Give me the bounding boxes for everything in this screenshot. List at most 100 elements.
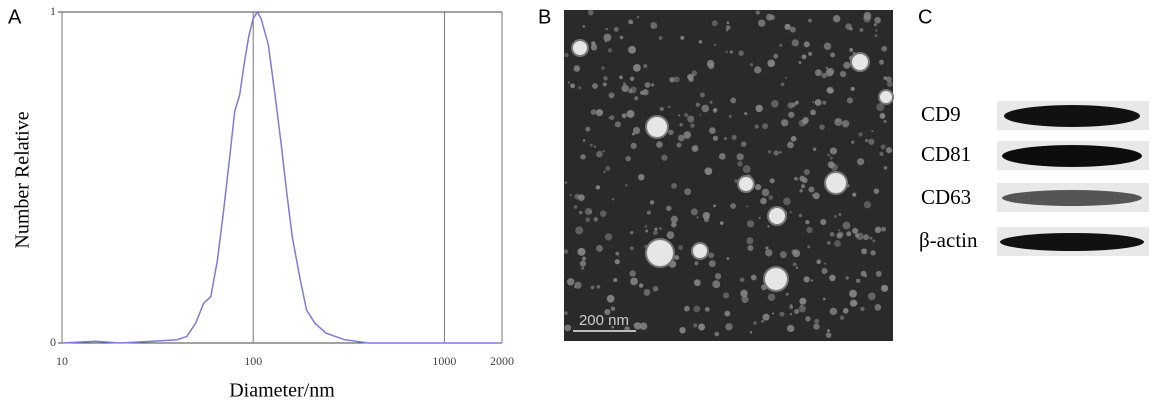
particle	[810, 279, 814, 282]
particle	[794, 100, 799, 105]
particle	[701, 104, 710, 113]
particle	[724, 310, 731, 317]
particle	[746, 205, 749, 208]
particle	[761, 319, 765, 323]
particle	[638, 173, 645, 181]
particle	[823, 42, 832, 50]
particle	[670, 215, 679, 223]
particle	[654, 227, 658, 231]
particle	[812, 101, 815, 104]
particle	[750, 274, 757, 281]
particle	[820, 219, 827, 226]
particle	[679, 327, 686, 334]
particle	[886, 147, 893, 154]
particle	[628, 88, 633, 94]
particle	[783, 197, 791, 206]
particle	[596, 284, 601, 289]
particle	[588, 209, 593, 214]
particle	[659, 106, 664, 111]
band	[1002, 190, 1142, 206]
particle	[768, 195, 774, 200]
band	[1004, 105, 1140, 127]
particle	[829, 147, 838, 155]
particle	[680, 35, 685, 40]
particle	[610, 306, 616, 311]
scale-bar-label: 200 nm	[579, 312, 629, 329]
particle	[671, 221, 677, 228]
particle	[755, 10, 760, 15]
particle	[611, 197, 615, 201]
particle	[741, 295, 749, 303]
particle	[574, 281, 582, 289]
particle	[709, 127, 716, 134]
particle	[869, 236, 873, 240]
particle	[853, 301, 858, 306]
particle	[690, 123, 695, 128]
particle	[747, 245, 754, 252]
particle	[830, 163, 838, 171]
particle	[744, 112, 748, 116]
particle	[596, 150, 603, 158]
particle	[711, 20, 718, 27]
particle	[581, 266, 585, 270]
particle	[787, 324, 795, 333]
particle	[592, 83, 598, 89]
particle	[606, 294, 615, 303]
particle	[709, 100, 713, 104]
particle	[650, 22, 658, 30]
particle	[802, 117, 809, 124]
particle	[885, 76, 892, 83]
particle	[738, 50, 744, 56]
particle	[636, 15, 640, 19]
particle	[874, 34, 878, 38]
particle	[603, 33, 612, 42]
vesicle	[571, 39, 589, 57]
particle	[679, 123, 683, 127]
particle	[621, 84, 629, 92]
particle	[632, 126, 641, 135]
particle	[816, 259, 821, 265]
particle	[780, 82, 785, 87]
particle	[781, 119, 789, 127]
particle	[619, 75, 623, 80]
particle	[821, 267, 828, 275]
particle	[849, 26, 853, 31]
particle	[857, 158, 865, 166]
particle	[719, 221, 724, 225]
particle	[630, 277, 638, 286]
particle	[805, 220, 810, 225]
particle	[822, 100, 827, 105]
micrograph	[563, 9, 894, 341]
particle	[834, 118, 843, 126]
panel-label: B	[538, 6, 551, 28]
particle	[573, 205, 578, 209]
particle	[698, 40, 703, 44]
particle	[760, 197, 767, 205]
line	[61, 10, 502, 344]
particle	[882, 286, 886, 290]
particle	[808, 18, 812, 23]
particle	[826, 87, 833, 94]
particle	[713, 43, 717, 46]
particle	[706, 59, 715, 68]
particle	[874, 16, 881, 24]
particle	[854, 233, 860, 238]
particle	[656, 141, 663, 148]
particle	[880, 144, 886, 150]
particle	[726, 257, 730, 260]
particle	[754, 66, 762, 74]
particle	[830, 52, 835, 58]
particle	[713, 204, 716, 208]
particle	[728, 114, 732, 118]
particle	[762, 313, 770, 321]
particle	[814, 318, 820, 324]
particle	[876, 103, 885, 112]
particle	[624, 183, 628, 187]
particle	[798, 213, 803, 218]
particle	[798, 305, 806, 313]
particle	[870, 250, 876, 256]
particle	[784, 23, 791, 30]
x-tick-label: 10	[56, 354, 68, 368]
particle	[823, 262, 827, 265]
